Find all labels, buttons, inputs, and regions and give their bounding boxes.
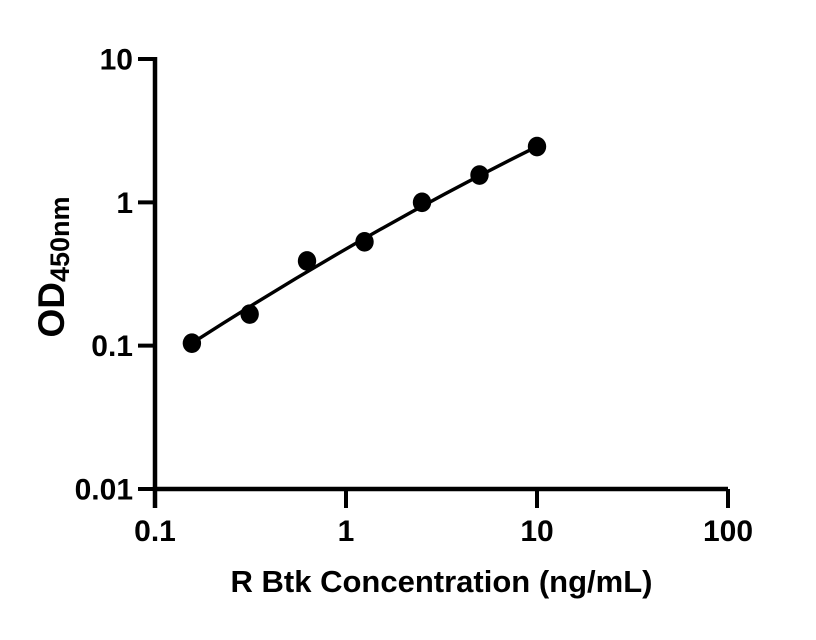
y-axis-title-main: OD [31,282,72,338]
data-point [527,136,547,157]
data-point [412,192,432,213]
x-axis-title: R Btk Concentration (ng/mL) [230,564,653,599]
data-point [297,251,317,271]
x-tick-label: 100 [703,515,753,548]
data-point [182,333,202,354]
x-tick-label: 0.1 [134,515,176,548]
y-tick-label: 0.01 [75,474,133,507]
x-tick-label: 10 [520,515,553,548]
x-tick-label: 1 [338,515,355,548]
y-tick-label: 1 [116,187,133,220]
y-axis-title-subscript: 450nm [45,196,75,283]
y-tick-label: 0.1 [91,330,133,363]
data-point [240,304,259,324]
y-axis-title: OD450nm [31,196,75,338]
data-point [355,232,374,252]
data-point [470,165,489,185]
y-tick-label: 10 [100,44,133,77]
